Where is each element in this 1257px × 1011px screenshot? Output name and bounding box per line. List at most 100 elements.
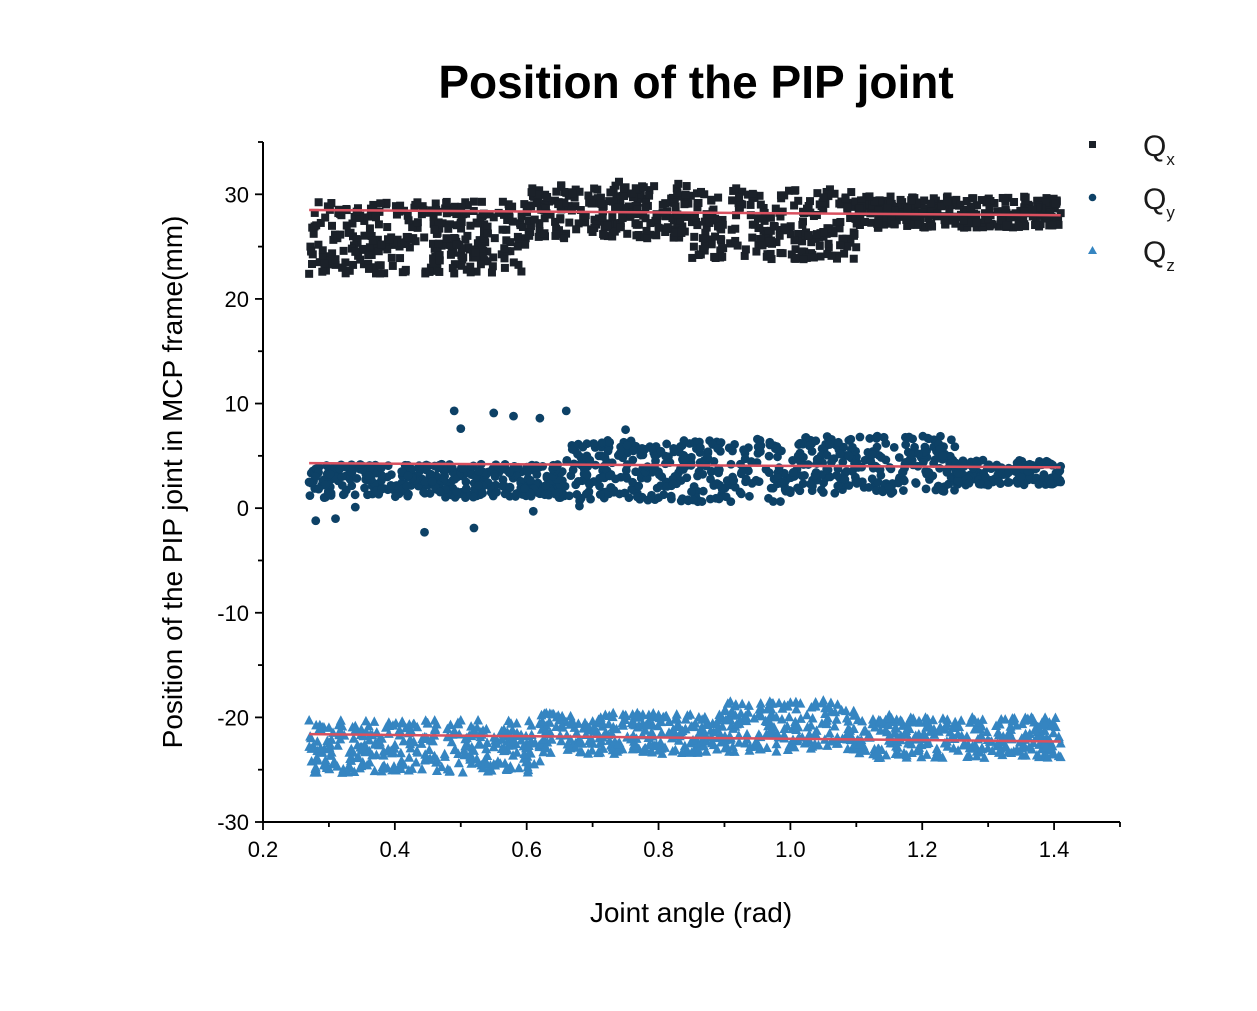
data-point — [966, 203, 975, 212]
data-point — [835, 199, 844, 208]
y-axis-label: Position of the PIP joint in MCP frame(m… — [157, 216, 188, 749]
data-point — [517, 267, 526, 276]
data-point — [606, 188, 615, 197]
data-point — [809, 253, 818, 262]
data-point — [932, 202, 941, 211]
data-point — [770, 222, 779, 231]
data-point — [419, 754, 430, 765]
data-point — [896, 195, 905, 204]
data-point — [358, 244, 367, 253]
data-point — [446, 241, 455, 250]
data-point — [878, 205, 887, 214]
data-point — [680, 455, 689, 465]
data-point — [586, 494, 595, 504]
data-point — [453, 757, 464, 768]
data-point — [979, 752, 990, 762]
data-point — [874, 206, 883, 215]
data-point — [876, 470, 886, 480]
y-tick-label: 10 — [225, 392, 249, 417]
data-point — [875, 715, 886, 726]
data-point — [534, 232, 543, 241]
data-point — [461, 477, 471, 487]
data-point — [521, 240, 530, 249]
data-point — [788, 456, 797, 465]
data-point — [663, 207, 672, 216]
data-point — [604, 710, 615, 721]
data-point — [536, 709, 547, 720]
data-point — [556, 214, 565, 223]
data-point — [781, 226, 790, 235]
data-point — [376, 199, 385, 208]
data-point — [716, 235, 725, 244]
data-point — [736, 199, 745, 208]
data-point — [969, 194, 978, 203]
data-point — [984, 214, 993, 223]
data-point — [620, 204, 629, 213]
data-point — [707, 196, 716, 205]
data-point — [653, 709, 664, 720]
data-point — [703, 235, 712, 244]
data-point — [753, 214, 762, 223]
data-point — [376, 269, 385, 278]
data-point — [799, 255, 808, 264]
data-point — [587, 716, 598, 726]
data-point — [688, 495, 698, 505]
data-point — [535, 226, 544, 235]
data-point — [835, 224, 844, 233]
data-point — [1053, 731, 1064, 742]
data-point — [776, 714, 787, 724]
data-point — [823, 224, 832, 233]
data-point — [831, 714, 842, 724]
data-point — [363, 490, 372, 500]
data-point — [714, 193, 723, 202]
data-point — [753, 729, 764, 739]
data-point — [345, 753, 356, 764]
data-point — [843, 242, 852, 251]
data-point — [1050, 204, 1059, 213]
data-point — [771, 204, 780, 213]
data-point — [490, 234, 499, 243]
data-point — [389, 739, 400, 750]
data-point — [370, 263, 379, 272]
x-tick-label: 0.4 — [380, 837, 411, 862]
data-point — [680, 200, 689, 209]
data-point — [523, 740, 534, 751]
data-point — [603, 221, 612, 230]
data-point — [532, 470, 542, 479]
data-point — [522, 204, 531, 213]
data-point — [500, 244, 509, 253]
data-point — [627, 709, 638, 719]
data-point — [756, 200, 765, 209]
data-point — [945, 205, 954, 214]
y-tick-label: 20 — [225, 287, 249, 312]
data-point — [597, 199, 606, 208]
data-point — [714, 494, 724, 504]
data-point — [972, 456, 981, 466]
data-point — [701, 217, 710, 226]
data-point — [498, 742, 509, 753]
data-point — [791, 245, 800, 254]
data-point — [766, 703, 777, 714]
legend-item-qz: Qz — [1088, 236, 1175, 275]
data-point — [756, 234, 765, 243]
plot-area — [304, 177, 1066, 777]
data-point — [997, 216, 1006, 225]
data-point — [770, 444, 780, 454]
data-point — [1011, 209, 1020, 218]
data-point — [347, 467, 357, 477]
fit-line-qz — [309, 732, 1061, 743]
data-point — [608, 232, 617, 241]
data-point — [825, 185, 834, 194]
data-point — [616, 223, 625, 232]
data-point — [371, 212, 380, 221]
data-point — [498, 475, 508, 485]
data-point — [921, 722, 932, 732]
data-point — [540, 229, 549, 238]
data-point — [337, 767, 348, 777]
data-point — [887, 215, 896, 224]
data-point — [1017, 718, 1028, 729]
data-point — [585, 738, 596, 748]
data-point — [794, 196, 803, 205]
data-point — [520, 484, 530, 493]
data-point — [528, 506, 538, 516]
